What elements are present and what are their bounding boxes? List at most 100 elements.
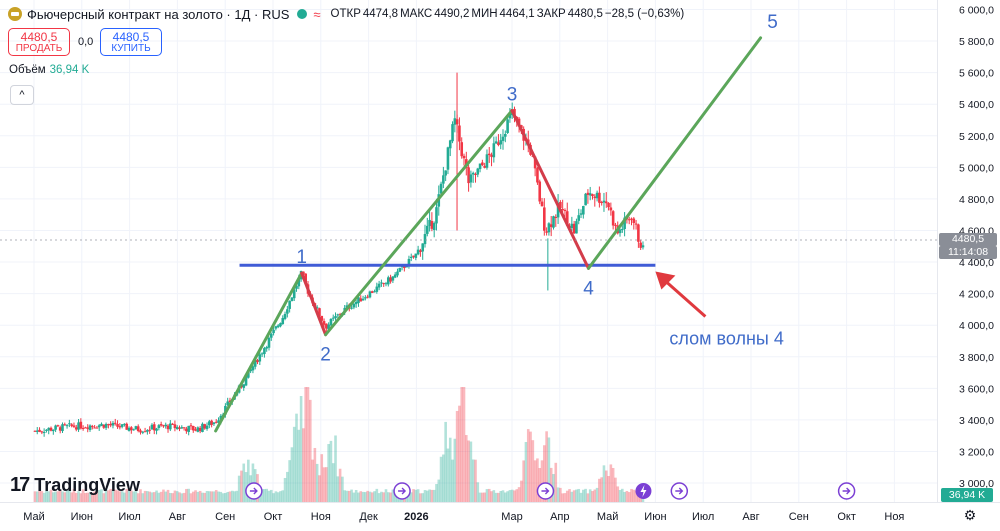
candle-body	[533, 156, 537, 169]
candle-body	[100, 423, 103, 426]
candle-body	[260, 353, 264, 355]
volume-bar	[437, 479, 441, 502]
volume-bar	[354, 489, 358, 502]
candle-body	[506, 119, 509, 133]
ohlc-high-label: МАКС	[400, 8, 433, 20]
volume-bar	[336, 476, 340, 502]
candle-body	[634, 223, 638, 225]
candle-body	[419, 250, 422, 252]
buy-button[interactable]: 4480,5 КУПИТЬ	[100, 28, 162, 56]
y-tick-label: 5 400,0	[959, 99, 994, 111]
candle-body	[272, 329, 275, 334]
candle-body	[453, 118, 457, 125]
candle-body	[304, 273, 307, 284]
x-tick-label: Сен	[789, 511, 809, 523]
volume-bar	[91, 492, 94, 502]
candle-body	[228, 400, 232, 403]
candle-body	[109, 423, 112, 426]
volume-bar	[210, 491, 213, 502]
candle-body	[446, 147, 450, 170]
candle-body	[157, 425, 161, 429]
volume-bar	[180, 493, 184, 502]
candle-body	[327, 324, 330, 330]
collapse-legend-button[interactable]: ^	[10, 85, 34, 105]
lightning-glyph-icon	[640, 485, 647, 497]
instrument-title[interactable]: Фьючерсный контракт на золото · 1Д · RUS	[27, 6, 290, 22]
candle-body	[63, 424, 67, 426]
volume-bar	[593, 489, 597, 502]
candle-body	[588, 193, 592, 196]
drawings: 1 2 3 4 5 слом волны 4	[214, 12, 784, 433]
candle-body	[249, 369, 252, 372]
candle-body	[139, 430, 142, 433]
candle-body	[428, 219, 431, 227]
x-tick-label: Окт	[264, 511, 283, 523]
candle-body	[549, 224, 553, 227]
tradingview-mark-icon: 17	[10, 474, 30, 496]
volume-bar	[425, 490, 429, 502]
volume-bar	[499, 491, 503, 502]
volume-bar	[586, 493, 590, 502]
volume-bar	[61, 491, 64, 502]
volume-bar	[600, 477, 603, 502]
sell-button[interactable]: 4480,5 ПРОДАТЬ	[8, 28, 70, 56]
candle-body	[226, 401, 229, 406]
candle-body	[217, 420, 220, 423]
volume-bar	[561, 493, 564, 502]
volume-bar	[329, 440, 333, 502]
volume-bar	[217, 491, 220, 502]
gear-icon[interactable]: ⚙	[963, 507, 977, 523]
volume-bar	[618, 489, 622, 502]
candle-body	[504, 133, 507, 137]
volume-bar	[260, 489, 264, 502]
volume-legend[interactable]: Объём 36,94 K	[9, 64, 89, 76]
candle-body	[292, 289, 296, 299]
candle-body	[107, 424, 110, 426]
candle-body	[152, 424, 156, 431]
candle-body	[81, 427, 85, 429]
candle-body	[91, 426, 94, 428]
candle-body	[416, 249, 420, 255]
x-tick-label: Май	[23, 511, 45, 523]
candle-body	[639, 242, 642, 248]
volume-bar	[625, 490, 629, 502]
volume-bar	[88, 493, 92, 502]
volume-bar	[159, 491, 163, 502]
volume-bars	[33, 387, 645, 502]
ohlc-high-value: 4490,2	[434, 8, 470, 20]
volume-bar	[609, 464, 613, 502]
volume-bar	[462, 387, 466, 502]
candle-body	[577, 215, 581, 221]
tradingview-logo[interactable]: 17 TradingView	[10, 474, 140, 497]
market-status-icon[interactable]	[297, 9, 308, 19]
volume-bar	[318, 475, 321, 502]
volume-bar	[49, 489, 53, 502]
candle-body	[297, 278, 301, 287]
candle-body	[375, 286, 379, 292]
candle-body	[171, 423, 174, 425]
candle-body	[559, 201, 562, 209]
volume-bar	[322, 467, 326, 502]
candle-body	[74, 427, 78, 430]
event-markers	[245, 482, 856, 500]
gold-symbol-icon[interactable]	[8, 7, 22, 21]
event-arrow-icon	[541, 487, 550, 495]
candle-body	[357, 297, 360, 304]
candle-body	[403, 266, 406, 269]
volume-bar	[84, 492, 87, 502]
candle-body	[384, 283, 388, 285]
volume-bar	[272, 493, 275, 502]
x-tick-label: Авг	[742, 511, 759, 523]
volume-bar	[565, 490, 569, 502]
wave-icon[interactable]: ≈	[313, 6, 321, 22]
candle-body	[600, 202, 603, 204]
volume-bar	[189, 493, 193, 502]
volume-bar	[559, 487, 562, 502]
candle-body	[253, 359, 257, 367]
candle-body	[329, 318, 333, 326]
volume-bar	[155, 490, 158, 502]
candle-body	[102, 424, 106, 428]
buy-label: КУПИТЬ	[111, 43, 151, 54]
candle-body	[244, 376, 248, 386]
